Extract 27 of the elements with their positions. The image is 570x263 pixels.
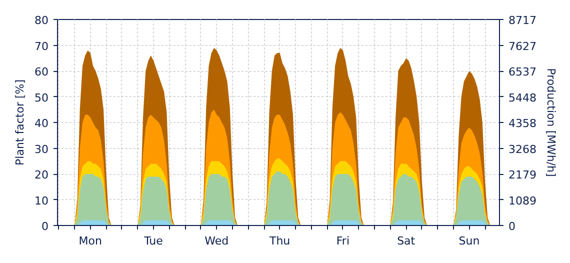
y-axis-title: Plant factor [%]: [14, 80, 27, 166]
x-tick-label: Tue: [143, 234, 164, 248]
y2-tick-label: 4358: [508, 117, 536, 130]
y2-tick-label: 7627: [508, 40, 536, 53]
y-tick-label: 30: [34, 142, 49, 156]
y-tick-label: 80: [34, 14, 49, 27]
y2-tick-label: 8717: [508, 14, 536, 27]
y2-tick-label: 2179: [508, 168, 536, 182]
y-tick-label: 40: [34, 117, 49, 130]
y2-tick-label: 0: [508, 220, 516, 233]
y-tick-label: 10: [34, 194, 49, 208]
x-tick-label: Wed: [204, 234, 229, 248]
y2-tick-label: 5448: [508, 91, 536, 104]
x-tick-label: Sat: [397, 234, 416, 248]
y-tick-label: 50: [34, 91, 49, 104]
x-tick-label: Thu: [268, 234, 290, 248]
x-tick-label: Mon: [78, 234, 102, 248]
x-tick-label: Fri: [336, 234, 350, 248]
y2-tick-label: 6537: [508, 66, 536, 79]
y2-tick-label: 1089: [508, 194, 536, 208]
y2-axis-title: Production [MWh/h]: [544, 68, 558, 177]
y-tick-label: 70: [34, 40, 49, 53]
y-tick-label: 60: [34, 66, 49, 78]
x-tick-label: Sun: [458, 234, 480, 248]
y2-tick-label: 3268: [508, 142, 536, 156]
y-tick-label: 20: [34, 168, 49, 182]
y-tick-label: 0: [42, 220, 48, 233]
